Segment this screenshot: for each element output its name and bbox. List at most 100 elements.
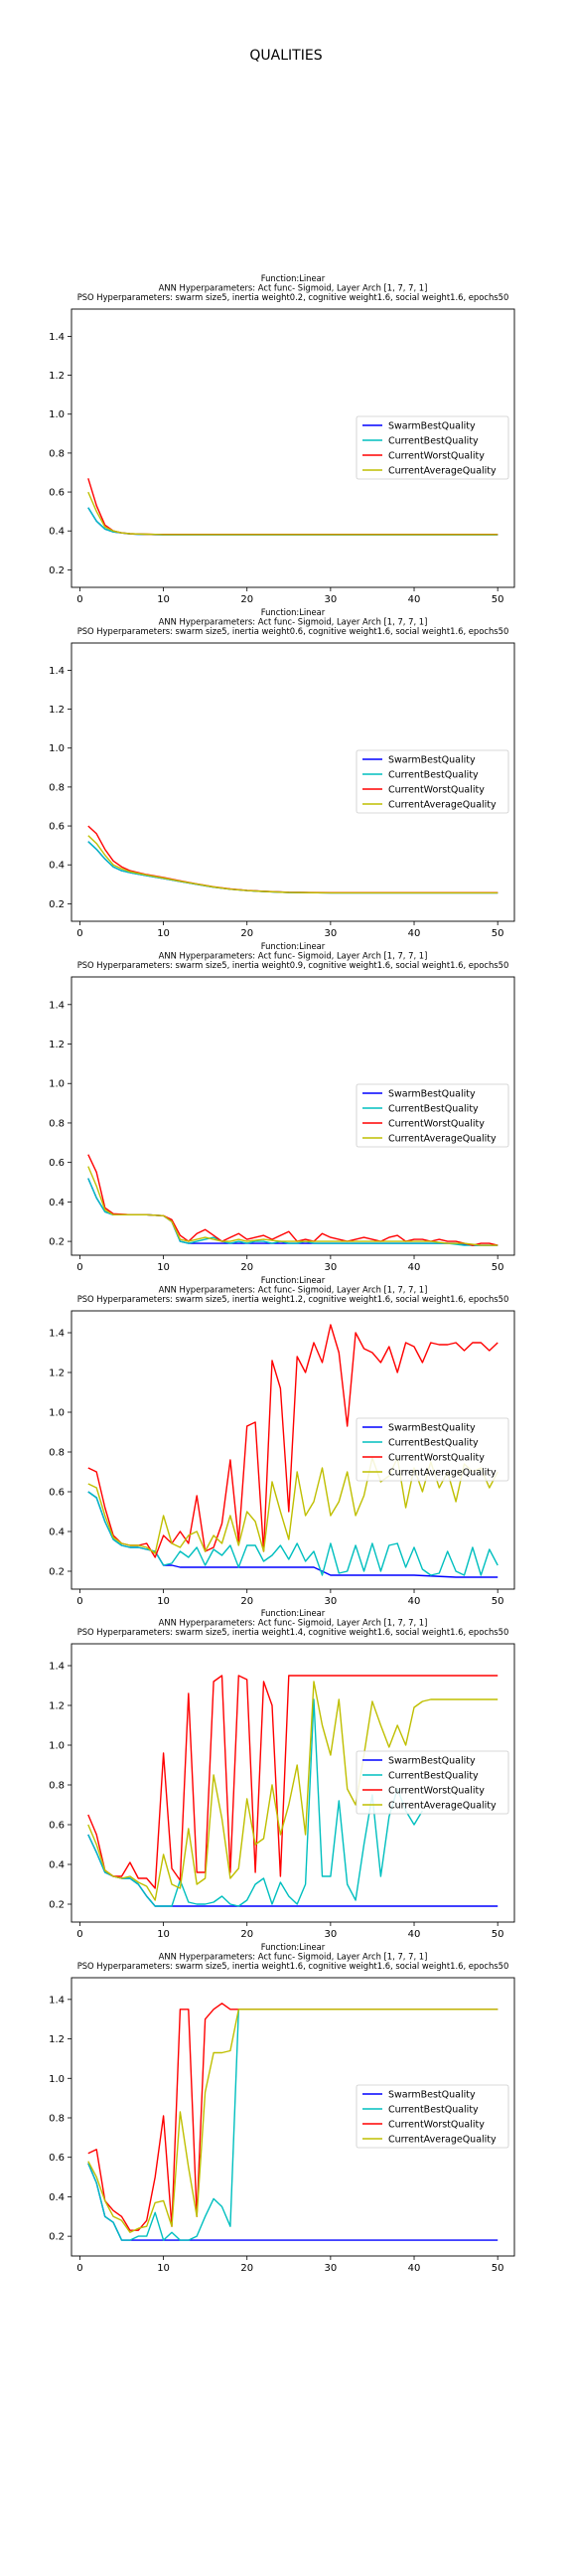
y-tick-label: 0.6 (49, 822, 65, 833)
x-tick-label: 0 (76, 1929, 82, 1940)
y-tick-label: 0.4 (49, 1860, 65, 1871)
x-tick-label: 0 (76, 1596, 82, 1607)
y-tick-label: 0.8 (49, 1118, 65, 1129)
legend: SwarmBestQuality CurrentBestQuality Curren… (356, 415, 509, 480)
series-line-SwarmBestQuality (87, 1834, 499, 1907)
y-tick-label: 1.2 (49, 705, 65, 716)
x-tick-label: 20 (240, 1596, 253, 1607)
x-tick-label: 0 (76, 2263, 82, 2274)
legend-label: SwarmBestQuality (388, 1756, 476, 1767)
x-tick-label: 40 (408, 2263, 421, 2274)
legend: SwarmBestQuality CurrentBestQuality Curren… (356, 1083, 509, 1148)
chart-title-line: PSO Hyperparameters: swarm size5, inerti… (77, 1294, 509, 1304)
series-line-CurrentAverageQuality (87, 835, 499, 894)
y-tick-label: 0.4 (49, 1198, 65, 1208)
chart-title-line: ANN Hyperparameters: Act func- Sigmoid, … (159, 617, 428, 627)
y-tick-label: 1.4 (49, 1662, 65, 1673)
x-tick-label: 10 (157, 1929, 170, 1940)
y-tick-label: 1.4 (49, 1329, 65, 1340)
x-tick-label: 10 (157, 928, 170, 939)
x-tick-label: 20 (240, 1929, 253, 1940)
x-tick-label: 50 (492, 2263, 504, 2274)
x-tick-label: 0 (76, 1262, 82, 1273)
y-tick-label: 1.4 (49, 666, 65, 677)
legend: SwarmBestQuality CurrentBestQuality Curren… (356, 1750, 509, 1815)
legend-label: CurrentAverageQuality (388, 800, 497, 811)
x-tick-label: 20 (240, 2263, 253, 2274)
y-tick-label: 1.0 (49, 1741, 65, 1752)
y-tick-label: 1.0 (49, 1079, 65, 1090)
chart-title-line: ANN Hyperparameters: Act func- Sigmoid, … (159, 1952, 428, 1962)
x-tick-label: 10 (157, 594, 170, 605)
page-title: QUALITIES (249, 48, 323, 64)
legend-box (356, 749, 509, 814)
legend-box (356, 1417, 509, 1482)
x-tick-label: 30 (325, 1596, 338, 1607)
series-line-CurrentBestQuality (87, 1178, 499, 1246)
legend-label: CurrentBestQuality (388, 2105, 479, 2116)
plot-frame (71, 642, 515, 922)
y-tick-label: 1.4 (49, 1000, 65, 1011)
legend-label: CurrentWorstQuality (388, 1453, 485, 1464)
plot-frame (71, 976, 515, 1256)
legend-label: CurrentBestQuality (388, 436, 479, 447)
legend-label: CurrentWorstQuality (388, 451, 485, 462)
chart-title-line: PSO Hyperparameters: swarm size5, inerti… (77, 1961, 509, 1971)
y-tick-label: 0.2 (49, 899, 65, 910)
chart-title-line: Function:Linear (261, 941, 326, 951)
y-tick-label: 0.6 (49, 1158, 65, 1169)
chart-title-line: ANN Hyperparameters: Act func- Sigmoid, … (159, 951, 428, 961)
legend-label: CurrentBestQuality (388, 1771, 479, 1782)
legend-label: CurrentBestQuality (388, 1438, 479, 1449)
chart-title-line: Function:Linear (261, 273, 326, 283)
series-line-CurrentBestQuality (87, 841, 499, 894)
y-tick-label: 0.4 (49, 2192, 65, 2203)
chart-title-line: Function:Linear (261, 1942, 326, 1952)
chart-title-line: PSO Hyperparameters: swarm size5, inerti… (77, 1627, 509, 1637)
plot-frame (71, 1310, 515, 1590)
y-tick-label: 1.2 (49, 371, 65, 382)
y-tick-label: 1.0 (49, 409, 65, 420)
chart-title-line: ANN Hyperparameters: Act func- Sigmoid, … (159, 283, 428, 293)
chart-title-line: PSO Hyperparameters: swarm size5, inerti… (77, 960, 509, 970)
legend-label: SwarmBestQuality (388, 421, 476, 432)
legend: SwarmBestQuality CurrentBestQuality Curren… (356, 1417, 509, 1482)
y-tick-label: 1.0 (49, 743, 65, 754)
x-tick-label: 50 (492, 1262, 504, 1273)
x-tick-label: 50 (492, 594, 504, 605)
x-tick-label: 10 (157, 2263, 170, 2274)
series-line-SwarmBestQuality (87, 841, 499, 894)
y-tick-label: 1.4 (49, 1995, 65, 2006)
series-line-CurrentAverageQuality (87, 1681, 499, 1901)
y-tick-label: 1.2 (49, 1701, 65, 1712)
legend-label: CurrentWorstQuality (388, 1786, 485, 1797)
chart-title-line: Function:Linear (261, 1608, 326, 1618)
series-line-CurrentWorstQuality (87, 1675, 499, 1889)
x-tick-label: 30 (325, 1262, 338, 1273)
chart-title-line: ANN Hyperparameters: Act func- Sigmoid, … (159, 1285, 428, 1295)
x-tick-label: 40 (408, 1929, 421, 1940)
y-tick-label: 0.6 (49, 488, 65, 499)
y-tick-label: 0.2 (49, 2232, 65, 2243)
x-tick-label: 30 (325, 928, 338, 939)
y-tick-label: 0.8 (49, 2113, 65, 2124)
x-tick-label: 50 (492, 928, 504, 939)
chart-title-line: PSO Hyperparameters: swarm size5, inerti… (77, 626, 509, 636)
legend-label: SwarmBestQuality (388, 2090, 476, 2101)
x-tick-label: 20 (240, 1262, 253, 1273)
plot-frame (71, 308, 515, 588)
plot-frame (71, 1643, 515, 1923)
y-tick-label: 0.2 (49, 1237, 65, 1248)
y-tick-label: 0.8 (49, 782, 65, 793)
legend-label: CurrentWorstQuality (388, 1119, 485, 1130)
series-line-CurrentWorstQuality (87, 825, 499, 893)
legend-label: SwarmBestQuality (388, 755, 476, 766)
chart-title-line: Function:Linear (261, 607, 326, 617)
legend-label: SwarmBestQuality (388, 1423, 476, 1434)
legend-label: CurrentAverageQuality (388, 1134, 497, 1145)
